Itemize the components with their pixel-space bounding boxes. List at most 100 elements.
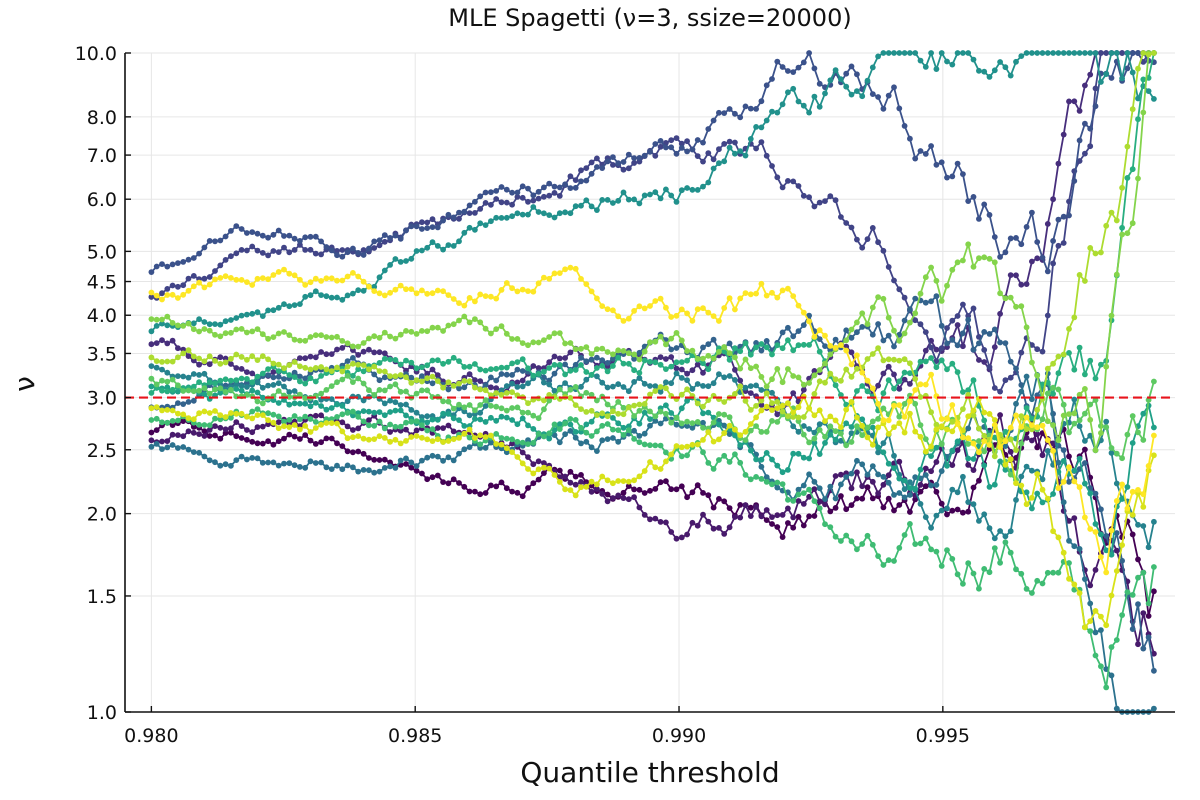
data-point (376, 433, 383, 440)
data-point (472, 435, 478, 441)
data-point (885, 356, 892, 363)
series-group (148, 50, 1157, 335)
data-point (678, 375, 685, 381)
data-point (753, 145, 759, 152)
data-point (355, 366, 362, 373)
data-point (461, 423, 468, 429)
data-point (880, 295, 887, 302)
data-point (519, 356, 526, 363)
data-point (811, 478, 818, 485)
data-point (318, 439, 324, 446)
data-point (339, 466, 346, 473)
data-point (901, 50, 908, 56)
data-point (949, 462, 956, 468)
data-point (429, 239, 436, 246)
data-point (1103, 533, 1110, 539)
data-point (1018, 303, 1025, 310)
data-point (668, 144, 675, 151)
data-point (949, 360, 956, 367)
data-point (1108, 672, 1115, 679)
data-point (970, 570, 977, 577)
data-point (652, 152, 659, 159)
data-point (938, 441, 945, 448)
data-point (673, 421, 680, 428)
data-point (275, 462, 282, 469)
series-line (151, 295, 1155, 671)
data-point (912, 496, 919, 503)
data-point (424, 476, 431, 483)
data-point (488, 201, 494, 208)
data-point (694, 482, 701, 489)
data-point (753, 124, 759, 130)
data-point (737, 383, 744, 390)
data-point (371, 436, 378, 442)
series-group (148, 383, 1157, 558)
data-point (604, 401, 611, 408)
data-point (843, 83, 850, 90)
data-point (891, 343, 897, 350)
data-point (1066, 98, 1072, 105)
data-point (880, 562, 887, 568)
data-point (742, 290, 749, 296)
data-point (482, 397, 489, 404)
data-point (567, 386, 574, 393)
data-point (477, 416, 484, 423)
data-point (928, 468, 934, 475)
data-point (249, 429, 256, 436)
data-point (265, 276, 271, 283)
data-point (1092, 608, 1099, 614)
data-point (360, 380, 367, 387)
data-point (615, 381, 622, 388)
data-point (265, 438, 271, 445)
data-point (859, 324, 866, 330)
data-point (477, 206, 484, 212)
data-point (864, 321, 871, 327)
data-point (663, 341, 669, 348)
data-point (201, 244, 208, 251)
data-point (588, 288, 595, 295)
data-point (1129, 592, 1136, 598)
data-point (779, 402, 786, 409)
data-point (371, 469, 378, 476)
data-point (514, 366, 521, 373)
data-point (880, 370, 887, 377)
data-point (758, 407, 765, 414)
data-point (233, 351, 240, 358)
data-point (493, 326, 500, 332)
data-point (286, 389, 293, 395)
data-point (312, 412, 319, 419)
data-point (854, 365, 860, 372)
data-point (259, 440, 266, 447)
data-point (588, 203, 595, 210)
data-point (190, 449, 197, 455)
data-point (774, 174, 781, 181)
data-point (944, 511, 950, 518)
data-point (413, 248, 420, 254)
data-point (286, 303, 293, 310)
data-point (753, 456, 759, 463)
data-point (997, 528, 1003, 534)
data-point (323, 293, 330, 300)
data-point (753, 344, 759, 351)
data-point (652, 383, 659, 389)
data-point (530, 192, 537, 199)
data-point (244, 436, 250, 443)
data-point (1013, 365, 1019, 372)
data-point (922, 274, 929, 281)
data-point (673, 535, 680, 542)
data-point (758, 124, 765, 131)
data-point (758, 139, 765, 146)
data-point (583, 165, 590, 172)
data-point (636, 504, 643, 511)
data-point (530, 372, 537, 379)
data-point (1113, 568, 1120, 574)
data-point (153, 316, 160, 323)
data-point (928, 546, 934, 553)
data-point (944, 366, 950, 373)
data-point (1135, 116, 1141, 123)
data-point (949, 317, 956, 324)
data-point (376, 334, 383, 341)
data-point (838, 214, 844, 220)
data-point (514, 489, 521, 496)
data-point (700, 183, 706, 190)
